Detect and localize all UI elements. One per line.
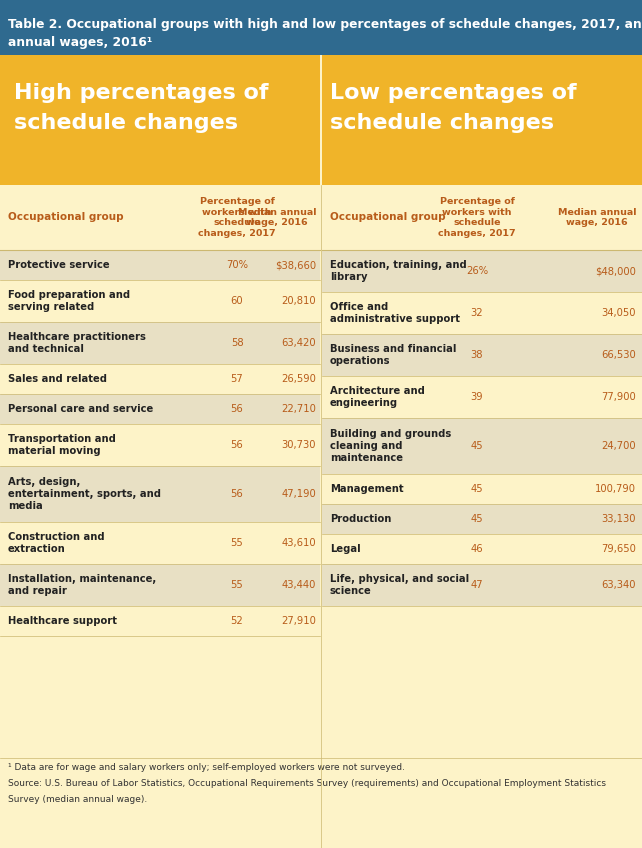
Text: 66,530: 66,530 <box>602 350 636 360</box>
Text: 55: 55 <box>230 580 243 590</box>
Text: 27,910: 27,910 <box>281 616 316 626</box>
Bar <box>0 185 320 250</box>
Bar <box>0 424 320 466</box>
Text: Production: Production <box>330 514 392 524</box>
Text: 45: 45 <box>471 441 483 451</box>
Bar <box>322 474 642 504</box>
Text: Food preparation and
serving related: Food preparation and serving related <box>8 290 130 312</box>
Text: Arts, design,
entertainment, sports, and
media: Arts, design, entertainment, sports, and… <box>8 477 161 511</box>
Text: 55: 55 <box>230 538 243 548</box>
Text: 100,790: 100,790 <box>595 484 636 494</box>
Text: 32: 32 <box>471 308 483 318</box>
Text: 56: 56 <box>230 440 243 450</box>
Text: 38: 38 <box>471 350 483 360</box>
Bar <box>0 364 320 394</box>
Text: $38,660: $38,660 <box>275 260 316 270</box>
Text: 47: 47 <box>471 580 483 590</box>
Text: Protective service: Protective service <box>8 260 110 270</box>
Text: 34,050: 34,050 <box>602 308 636 318</box>
Text: High percentages of: High percentages of <box>14 83 268 103</box>
Text: Low percentages of: Low percentages of <box>330 83 577 103</box>
Text: Median annual
wage, 2016: Median annual wage, 2016 <box>557 208 636 227</box>
Text: 43,610: 43,610 <box>281 538 316 548</box>
Text: 43,440: 43,440 <box>282 580 316 590</box>
Text: schedule changes: schedule changes <box>330 113 554 133</box>
Text: 45: 45 <box>471 514 483 524</box>
Text: 56: 56 <box>230 489 243 499</box>
Text: 20,810: 20,810 <box>281 296 316 306</box>
Text: Healthcare support: Healthcare support <box>8 616 117 626</box>
Bar <box>322 564 642 606</box>
Bar <box>0 250 320 280</box>
Text: 30,730: 30,730 <box>281 440 316 450</box>
Text: 79,650: 79,650 <box>601 544 636 554</box>
Text: 45: 45 <box>471 484 483 494</box>
Text: Office and
administrative support: Office and administrative support <box>330 302 460 324</box>
Text: Percentage of
workers with
schedule
changes, 2017: Percentage of workers with schedule chan… <box>438 198 516 237</box>
Text: Percentage of
workers with
schedule
changes, 2017: Percentage of workers with schedule chan… <box>198 198 276 237</box>
Text: Life, physical, and social
science: Life, physical, and social science <box>330 574 469 596</box>
Bar <box>322 418 642 474</box>
Text: Occupational group: Occupational group <box>8 213 124 222</box>
Bar <box>0 280 320 322</box>
Bar <box>0 0 642 55</box>
Bar <box>322 292 642 334</box>
Text: Transportation and
material moving: Transportation and material moving <box>8 434 116 456</box>
Bar <box>322 185 642 250</box>
Bar <box>0 606 320 636</box>
Bar <box>0 564 320 606</box>
Text: 33,130: 33,130 <box>602 514 636 524</box>
Text: Survey (median annual wage).: Survey (median annual wage). <box>8 795 147 804</box>
Bar <box>0 322 320 364</box>
Text: Healthcare practitioners
and technical: Healthcare practitioners and technical <box>8 332 146 354</box>
Text: schedule changes: schedule changes <box>14 113 238 133</box>
Bar <box>322 504 642 534</box>
Text: Construction and
extraction: Construction and extraction <box>8 532 105 555</box>
Bar <box>322 334 642 376</box>
Text: Source: U.S. Bureau of Labor Statistics, Occupational Requirements Survey (requi: Source: U.S. Bureau of Labor Statistics,… <box>8 779 606 788</box>
Text: Personal care and service: Personal care and service <box>8 404 153 414</box>
Bar <box>322 376 642 418</box>
Text: Occupational group: Occupational group <box>330 213 446 222</box>
Text: Legal: Legal <box>330 544 361 554</box>
Text: 47,190: 47,190 <box>281 489 316 499</box>
Text: 57: 57 <box>230 374 243 384</box>
Text: 46: 46 <box>471 544 483 554</box>
Bar <box>322 55 642 185</box>
Text: 63,340: 63,340 <box>602 580 636 590</box>
Text: Architecture and
engineering: Architecture and engineering <box>330 386 425 408</box>
Bar <box>322 534 642 564</box>
Text: Sales and related: Sales and related <box>8 374 107 384</box>
Text: Median annual
wage, 2016: Median annual wage, 2016 <box>238 208 316 227</box>
Text: 70%: 70% <box>226 260 248 270</box>
Text: Installation, maintenance,
and repair: Installation, maintenance, and repair <box>8 574 156 596</box>
Text: 52: 52 <box>230 616 243 626</box>
Text: Management: Management <box>330 484 404 494</box>
Text: Business and financial
operations: Business and financial operations <box>330 343 456 366</box>
Bar <box>0 466 320 522</box>
Text: 24,700: 24,700 <box>602 441 636 451</box>
Text: Education, training, and
library: Education, training, and library <box>330 259 467 282</box>
Text: $48,000: $48,000 <box>595 266 636 276</box>
Bar <box>322 250 642 292</box>
Text: 39: 39 <box>471 392 483 402</box>
Text: 63,420: 63,420 <box>281 338 316 348</box>
Text: annual wages, 2016¹: annual wages, 2016¹ <box>8 36 152 49</box>
Text: 26%: 26% <box>466 266 488 276</box>
Text: 77,900: 77,900 <box>602 392 636 402</box>
Text: ¹ Data are for wage and salary workers only; self-employed workers were not surv: ¹ Data are for wage and salary workers o… <box>8 763 405 772</box>
Text: 58: 58 <box>230 338 243 348</box>
Text: 60: 60 <box>230 296 243 306</box>
Text: Table 2. Occupational groups with high and low percentages of schedule changes, : Table 2. Occupational groups with high a… <box>8 18 642 31</box>
Bar <box>0 55 320 185</box>
Text: Building and grounds
cleaning and
maintenance: Building and grounds cleaning and mainte… <box>330 428 451 463</box>
Text: 56: 56 <box>230 404 243 414</box>
Text: 26,590: 26,590 <box>281 374 316 384</box>
Text: 22,710: 22,710 <box>281 404 316 414</box>
Bar <box>0 522 320 564</box>
Bar <box>0 394 320 424</box>
